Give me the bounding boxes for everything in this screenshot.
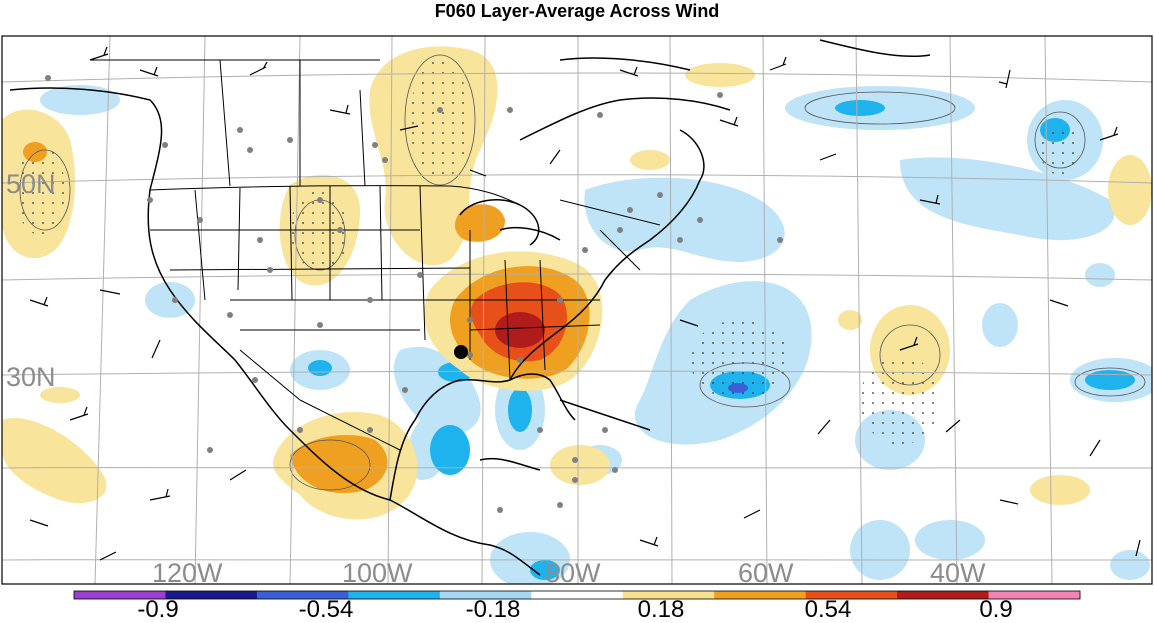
colorbar-segment [256,591,349,599]
colorbar-segment [897,591,990,599]
latitude-label-50n: 50N [6,169,56,199]
colorbar-segment [439,591,532,599]
map-title: F060 Layer-Average Across Wind [434,1,720,21]
colorbar-segment [531,591,624,599]
colorbar-label: -0.18 [465,596,521,623]
colorbar-label: -0.9 [137,596,179,623]
colorbar-segment [988,591,1081,599]
colorbar-label: 0.9 [979,596,1013,623]
dark-red-regions [495,312,545,348]
highlight-station-marker [454,345,468,359]
longitude-label-60w: 60W [738,558,794,588]
colorbar-segment [805,591,898,599]
longitude-label-100w: 100W [342,558,413,588]
colorbar-segment [74,591,166,599]
latitude-label-30n: 30N [6,362,56,392]
longitude-label-40w: 40W [930,558,986,588]
colorbar-label: 0.18 [637,596,685,623]
observation-points [45,75,783,513]
coastlines [9,39,931,576]
colorbar-segment [348,591,441,599]
colorbar-label: 0.54 [804,596,852,623]
colorbar-label: -0.54 [298,596,354,623]
colorbar-segment [622,591,715,599]
contour-lines [19,54,1146,491]
map-frame [1,35,1153,585]
political-borders [90,59,661,451]
colorbar-segment [165,591,258,599]
colorbar-frame [73,590,1081,600]
wind-barbs [29,46,1141,561]
longitude-label-80w: 80W [545,558,601,588]
longitude-label-120w: 120W [152,558,223,588]
colorbar-segment [714,591,807,599]
colorbar [74,591,1081,599]
